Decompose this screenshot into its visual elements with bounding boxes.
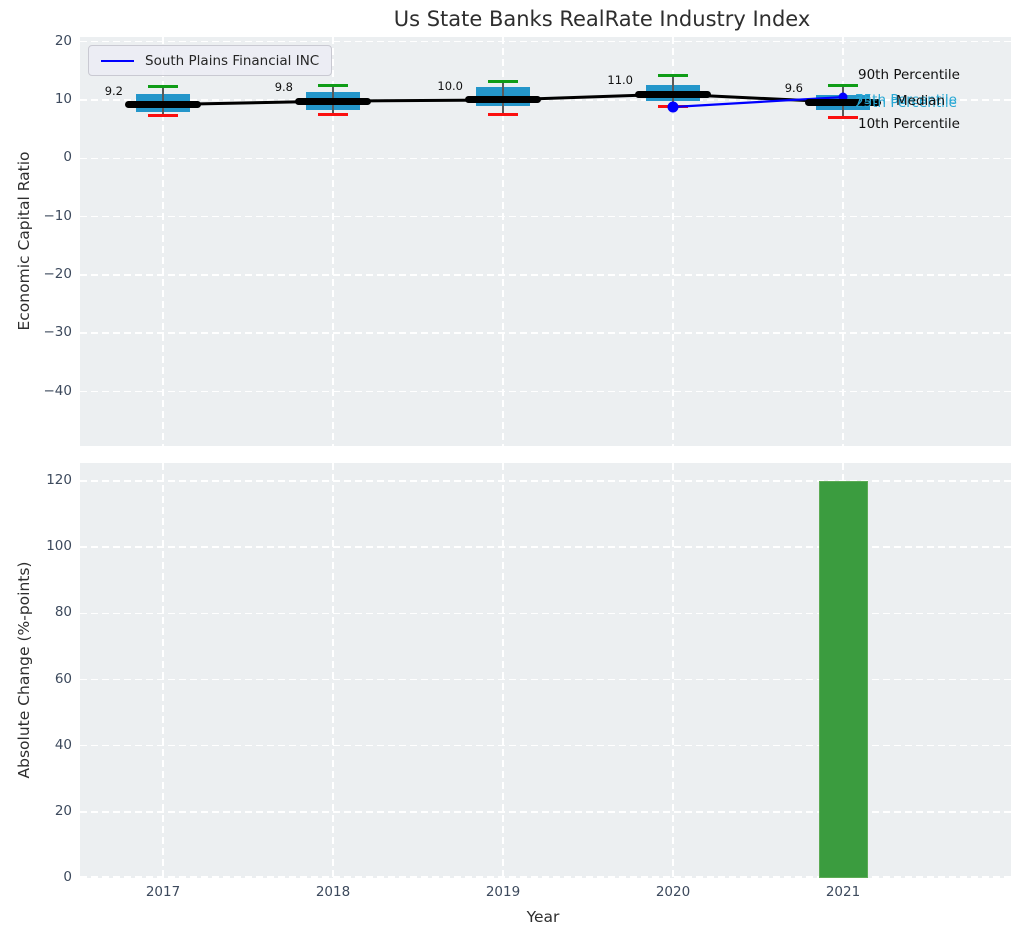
chart-title: Us State Banks RealRate Industry Index: [393, 7, 811, 31]
x-tick-label: 2017: [145, 884, 181, 900]
median-bar: [465, 96, 541, 104]
top-y-tick-label: −30: [43, 324, 73, 341]
x-tick-label: 2018: [315, 884, 351, 900]
annotation-90th-percentile: 90th Percentile: [858, 67, 960, 83]
gridline-horizontal: [80, 744, 1011, 747]
bottom-plot-area: [80, 463, 1011, 878]
annotation-10th-percentile: 10th Percentile: [858, 116, 960, 132]
bottom-y-tick-label: 120: [46, 472, 72, 488]
gridline-horizontal: [80, 811, 1011, 813]
median-value-label: 9.6: [784, 81, 803, 96]
bottom-y-tick-label: 80: [54, 604, 72, 621]
median-value-label: 9.8: [274, 80, 293, 95]
top-y-tick-label: 10: [54, 90, 72, 107]
gridline-horizontal: [80, 678, 1011, 681]
bottom-y-tick-label: 60: [54, 670, 72, 687]
annotation-25th-percentile: 25th Percentile: [855, 95, 957, 111]
annotation-median: Median: [896, 93, 946, 109]
gridline-vertical: [162, 37, 164, 446]
top-plot-area: South Plains Financial INC 90th Percenti…: [80, 37, 1011, 446]
gridline-horizontal: [80, 876, 1011, 878]
legend-line-swatch: [101, 59, 134, 62]
top-y-tick-label: −20: [43, 265, 73, 282]
bottom-y-tick-label: 100: [46, 538, 72, 555]
legend: South Plains Financial INC: [88, 45, 333, 76]
gridline-vertical: [332, 37, 334, 446]
bottom-y-tick-label: 40: [54, 736, 72, 753]
whisker-cap-10th: [318, 113, 348, 117]
median-value-label: 10.0: [437, 78, 463, 93]
annotation-75th-percentile: 75th Percentile: [855, 92, 957, 108]
x-tick-label: 2021: [825, 884, 861, 900]
top-y-tick-label: 20: [54, 32, 72, 49]
gridline-vertical: [672, 463, 674, 878]
gridline-horizontal: [80, 332, 1011, 335]
whisker-cap-10th: [658, 105, 688, 109]
gridline-horizontal: [80, 546, 1011, 548]
median-bar: [125, 101, 201, 109]
x-tick-label: 2020: [655, 884, 691, 900]
whisker-cap-90th: [488, 79, 518, 83]
bottom-y-tick-label: 0: [63, 869, 72, 885]
legend-series-label: South Plains Financial INC: [145, 52, 320, 69]
gridline-horizontal: [80, 480, 1011, 482]
gridline-vertical: [672, 37, 674, 446]
whisker-cap-10th: [828, 115, 858, 119]
gridline-horizontal: [80, 215, 1011, 218]
median-value-label: 9.2: [104, 83, 123, 98]
gridline-horizontal: [80, 157, 1011, 160]
top-y-tick-label: 0: [63, 149, 72, 166]
top-y-tick-label: −40: [43, 382, 73, 399]
whisker-cap-10th: [488, 113, 518, 117]
gridline-horizontal: [80, 40, 1011, 43]
whisker-cap-90th: [658, 73, 688, 77]
median-bar: [295, 97, 371, 105]
whisker-cap-10th: [148, 113, 178, 117]
median-bar: [635, 90, 711, 98]
gridline-vertical: [842, 37, 844, 446]
whisker-cap-90th: [318, 84, 348, 88]
change-bar: [818, 481, 868, 878]
gridline-horizontal: [80, 612, 1011, 615]
x-tick-label: 2019: [485, 884, 521, 900]
gridline-horizontal: [80, 390, 1011, 393]
top-y-axis-label: Economic Capital Ratio: [15, 151, 33, 331]
gridline-vertical: [502, 463, 504, 878]
gridline-vertical: [332, 463, 334, 878]
bottom-y-tick-label: 20: [54, 802, 72, 819]
whisker-cap-90th: [148, 85, 178, 89]
whisker-cap-90th: [828, 84, 858, 88]
gridline-horizontal: [80, 274, 1011, 276]
median-value-label: 11.0: [607, 73, 633, 88]
gridline-vertical: [502, 37, 504, 446]
gridline-vertical: [162, 463, 164, 878]
x-axis-label: Year: [526, 908, 560, 926]
top-y-tick-label: −10: [43, 207, 73, 224]
